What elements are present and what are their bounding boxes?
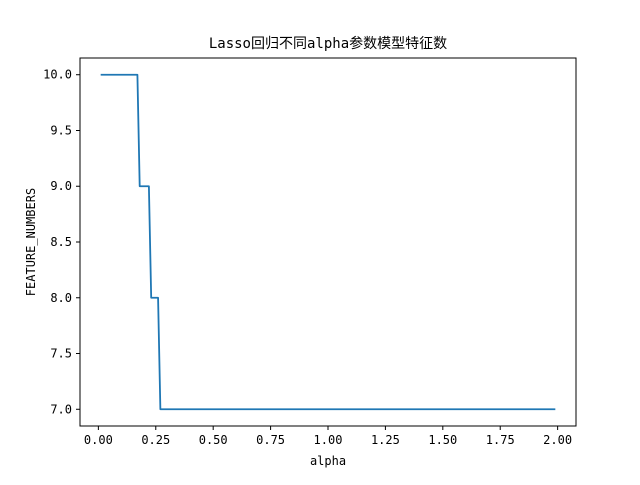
- x-tick-label: 0.50: [199, 433, 228, 447]
- plot-background: [80, 58, 576, 426]
- y-tick-label: 9.0: [50, 179, 72, 193]
- y-tick-label: 8.0: [50, 291, 72, 305]
- x-tick-label: 1.00: [314, 433, 343, 447]
- x-tick-label: 0.75: [256, 433, 285, 447]
- x-tick-label: 1.50: [428, 433, 457, 447]
- x-tick-label: 1.75: [486, 433, 515, 447]
- x-tick-label: 1.25: [371, 433, 400, 447]
- y-axis-ticks: 7.0 7.5 8.0 8.5 9.0 9.5 10.0: [43, 68, 80, 416]
- x-tick-label: 0.25: [141, 433, 170, 447]
- y-tick-label: 7.0: [50, 402, 72, 416]
- x-axis-title: alpha: [310, 454, 346, 468]
- x-axis-ticks: 0.00 0.25 0.50 0.75 1.00 1.25 1.50 1.75 2.00: [84, 426, 572, 447]
- plot-area: [79, 57, 577, 427]
- y-tick-label: 9.5: [50, 123, 72, 137]
- chart-title: Lasso回归不同alpha参数模型特征数: [209, 35, 447, 52]
- y-tick-label: 7.5: [50, 347, 72, 361]
- x-tick-label: 0.00: [84, 433, 113, 447]
- x-tick-label: 2.00: [543, 433, 572, 447]
- y-tick-label: 10.0: [43, 68, 72, 82]
- series-line-0: [100, 73, 556, 411]
- y-tick-label: 8.5: [50, 235, 72, 249]
- y-axis-title: FEATURE_NUMBERS: [24, 188, 38, 296]
